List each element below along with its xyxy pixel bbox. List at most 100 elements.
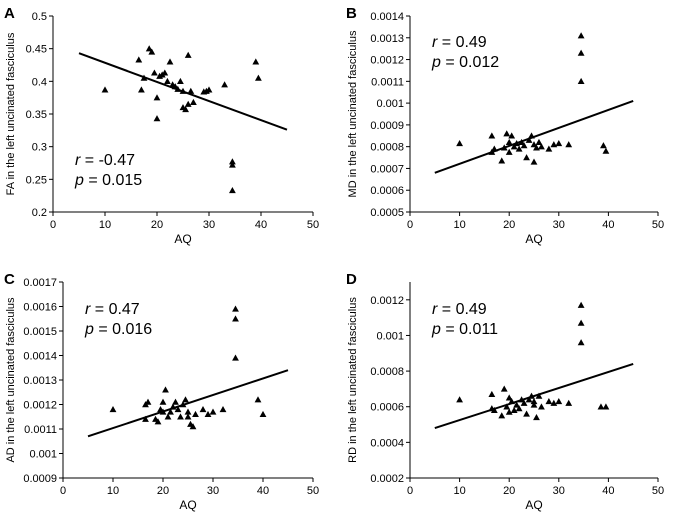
data-point xyxy=(513,401,521,408)
data-point xyxy=(530,141,538,148)
y-tick-label: 0.0008 xyxy=(370,366,404,378)
y-tick-label: 0.0011 xyxy=(371,76,404,88)
x-tick-label: 40 xyxy=(255,219,267,231)
x-tick-label: 10 xyxy=(453,485,465,497)
data-point xyxy=(577,339,585,346)
data-point xyxy=(142,415,149,422)
x-tick-label: 50 xyxy=(652,485,664,497)
data-point xyxy=(209,408,217,415)
x-tick-label: 30 xyxy=(553,485,565,497)
data-point xyxy=(179,401,187,408)
data-point xyxy=(490,406,498,414)
data-point xyxy=(184,408,192,415)
y-tick-label: 0.0013 xyxy=(370,33,404,45)
y-tick-label: 0.0009 xyxy=(23,473,57,485)
data-point xyxy=(577,49,585,56)
data-point xyxy=(505,394,513,401)
correlation-r: r = 0.49 xyxy=(432,34,487,51)
data-point xyxy=(597,403,605,410)
data-point xyxy=(172,398,179,405)
data-point xyxy=(174,406,182,413)
data-point xyxy=(515,145,523,152)
y-axis-title: AD in the left uncinated fasciculus xyxy=(5,297,17,463)
data-point xyxy=(229,158,236,165)
y-axis-title: FA in the left uncinated fasciculus xyxy=(5,32,17,195)
panel-a: A 0 10 20 30 40 50 0.2 0.25 0.3 0.35 0.4 0.45 0.5 AQ FA… xyxy=(4,5,319,246)
x-tick-label: 10 xyxy=(453,219,465,231)
r-value: = 0.49 xyxy=(437,34,486,51)
y-tick-label: 0.0012 xyxy=(370,55,404,67)
data-point xyxy=(232,305,239,312)
data-point xyxy=(229,161,236,168)
data-point xyxy=(159,398,167,405)
data-point xyxy=(518,138,525,146)
x-tick-label: 30 xyxy=(207,485,219,497)
data-point xyxy=(535,392,543,399)
regression-line xyxy=(434,363,634,430)
x-tick-label: 50 xyxy=(652,219,664,231)
y-tick-label: 0.3 xyxy=(32,142,47,154)
data-point xyxy=(528,392,535,399)
data-point xyxy=(255,74,262,81)
data-point xyxy=(538,143,545,150)
data-point xyxy=(577,32,585,39)
data-point xyxy=(192,410,199,418)
y-tick-label: 0.35 xyxy=(26,109,47,121)
y-tick-label: 0.45 xyxy=(26,44,47,56)
data-point xyxy=(565,141,573,148)
y-tick-label: 0.0008 xyxy=(370,142,404,154)
data-point xyxy=(600,142,607,149)
y-tick-label: 0.0012 xyxy=(370,295,404,307)
data-point xyxy=(153,115,161,122)
data-point xyxy=(259,410,267,418)
data-point xyxy=(602,403,610,410)
data-point xyxy=(101,86,109,93)
x-tick-label: 0 xyxy=(60,485,66,497)
correlation-r: r = 0.47 xyxy=(85,301,140,318)
x-tick-label: 20 xyxy=(157,485,169,497)
panel-letter: B xyxy=(346,5,357,22)
x-tick-label: 0 xyxy=(50,219,56,231)
data-point xyxy=(528,132,535,139)
x-tick-label: 10 xyxy=(99,219,111,231)
data-point xyxy=(164,77,171,85)
data-point xyxy=(565,399,573,406)
data-point xyxy=(525,396,533,403)
data-point xyxy=(456,396,463,403)
data-point xyxy=(525,136,533,143)
data-point xyxy=(503,403,511,410)
y-axis-title: MD in the left uncinated fasciculus xyxy=(347,30,359,197)
r-symbol: r xyxy=(85,301,91,318)
data-point xyxy=(555,140,563,147)
data-point xyxy=(232,315,239,322)
y-tick-label: 0.0016 xyxy=(23,302,57,314)
x-tick-label: 40 xyxy=(257,485,269,497)
x-axis-title: AQ xyxy=(174,232,191,246)
data-point xyxy=(153,94,161,101)
data-point xyxy=(545,145,553,152)
x-tick-label: 0 xyxy=(407,219,413,231)
data-point xyxy=(555,397,563,405)
p-value: = 0.012 xyxy=(441,54,499,71)
panel-letter: D xyxy=(346,271,357,288)
panel-c: C 0 10 20 30 40 50 0.0009 0.001 0.0011 0.0012 0.001… xyxy=(4,271,319,512)
data-point xyxy=(530,158,538,165)
data-point xyxy=(232,354,239,361)
x-tick-label: 30 xyxy=(553,219,565,231)
data-point xyxy=(533,144,540,151)
data-point xyxy=(189,423,197,430)
data-point xyxy=(550,141,558,148)
x-tick-label: 50 xyxy=(307,219,319,231)
y-tick-label: 0.25 xyxy=(26,174,47,186)
data-point xyxy=(535,138,543,146)
data-point xyxy=(488,390,496,397)
data-point xyxy=(510,406,518,414)
data-point xyxy=(219,406,227,413)
p-value: = 0.015 xyxy=(84,172,142,189)
y-tick-label: 0.001 xyxy=(29,449,57,461)
data-point xyxy=(148,48,156,55)
data-point xyxy=(505,408,513,415)
data-point xyxy=(169,403,177,410)
data-point xyxy=(498,157,506,164)
x-tick-label: 40 xyxy=(602,219,614,231)
